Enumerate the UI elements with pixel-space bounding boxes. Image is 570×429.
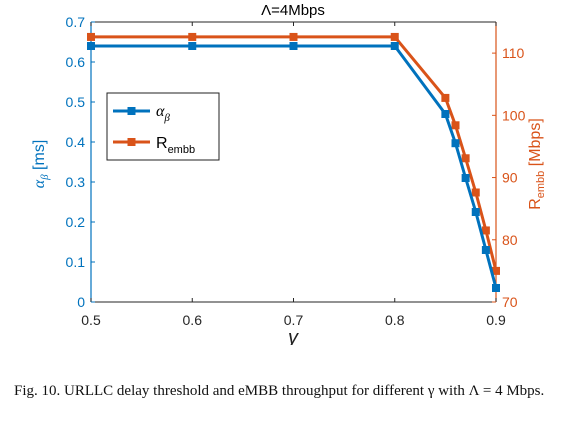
legend: αβ Rembb bbox=[106, 92, 220, 161]
plot-background bbox=[91, 22, 496, 302]
y-right-tick-label: 70 bbox=[502, 294, 518, 310]
series-line-alpha bbox=[91, 44, 498, 289]
plot-area bbox=[91, 22, 496, 302]
data-point-r-embb bbox=[289, 32, 298, 41]
y-left-tick-label: 0.6 bbox=[66, 54, 86, 70]
y-right-tick-label: 80 bbox=[502, 232, 518, 248]
y-left-label-sub: β bbox=[39, 174, 51, 181]
data-point-r-embb bbox=[390, 32, 399, 41]
svg-text:αβ [ms]: αβ [ms] bbox=[31, 140, 51, 189]
x-axis-label: γ bbox=[288, 327, 299, 345]
y-axis-right-label: Rembb [Mbps] bbox=[527, 118, 547, 210]
data-point-alpha bbox=[461, 174, 470, 182]
y-right-tick-label: 90 bbox=[502, 170, 518, 186]
y-right-tick-label: 100 bbox=[502, 107, 526, 123]
svg-text:Rembb [Mbps]: Rembb [Mbps] bbox=[527, 118, 547, 210]
x-tick-label: 0.6 bbox=[183, 312, 203, 328]
y-left-tick-label: 0.5 bbox=[66, 94, 86, 110]
y-axis-left-label: αβ [ms] bbox=[31, 140, 51, 189]
x-tick-label: 0.9 bbox=[486, 312, 506, 328]
data-point-alpha bbox=[188, 42, 197, 50]
y-left-tick-label: 0.1 bbox=[66, 254, 86, 270]
y-left-tick-label: 0.2 bbox=[66, 214, 86, 230]
legend-box bbox=[106, 92, 220, 161]
x-tick-label: 0.7 bbox=[284, 312, 304, 328]
data-point-r-embb bbox=[461, 154, 470, 163]
series-line-r-embb bbox=[91, 35, 498, 272]
y-right-label-sub: embb bbox=[535, 171, 547, 199]
y-right-label-unit: [Mbps] bbox=[527, 118, 544, 166]
y-right-label-main: R bbox=[527, 198, 544, 210]
y-left-label-main: α bbox=[31, 179, 48, 188]
y-right-tick-label: 110 bbox=[502, 45, 525, 61]
figure-caption: Fig. 10. URLLC delay threshold and eMBB … bbox=[14, 383, 545, 399]
data-point-r-embb bbox=[481, 226, 490, 235]
legend-label-r: Rembb bbox=[156, 135, 195, 156]
data-point-alpha bbox=[492, 284, 500, 292]
data-point-r-embb bbox=[451, 121, 460, 130]
data-point-alpha bbox=[451, 139, 460, 148]
y-left-tick-label: 0.7 bbox=[66, 14, 86, 30]
data-point-alpha bbox=[471, 208, 480, 216]
data-point-alpha bbox=[441, 110, 450, 118]
x-tick-label: 0.8 bbox=[385, 312, 405, 328]
y-left-tick-label: 0 bbox=[77, 294, 85, 310]
data-point-alpha bbox=[481, 246, 490, 254]
data-point-r-embb bbox=[441, 93, 450, 102]
y-left-tick-label: 0.3 bbox=[66, 174, 86, 190]
data-point-r-embb bbox=[188, 32, 197, 41]
axes: 0.5 0.6 0.7 0.8 0.9 0 0.1 0.2 0.3 0.4 0.5 0.6 0.7 70 8… bbox=[66, 14, 526, 328]
data-point-alpha bbox=[390, 42, 399, 50]
data-point-alpha bbox=[289, 42, 298, 50]
chart-title: Λ=4Mbps bbox=[261, 2, 325, 19]
data-point-r-embb bbox=[471, 188, 480, 197]
y-left-label-unit: [ms] bbox=[31, 140, 48, 170]
legend-label-alpha: αβ bbox=[156, 103, 170, 124]
legend-marker-alpha bbox=[127, 107, 136, 115]
y-left-tick-label: 0.4 bbox=[66, 134, 86, 150]
series-layer bbox=[87, 32, 500, 292]
data-point-r-embb bbox=[492, 266, 500, 275]
data-point-alpha bbox=[87, 42, 95, 50]
data-point-r-embb bbox=[87, 32, 95, 41]
x-tick-label: 0.5 bbox=[81, 312, 101, 328]
legend-marker-r bbox=[127, 138, 136, 146]
chart: Λ=4Mbps 0.5 0.6 0.7 0.8 0.900.10.20.30.40.50… bbox=[31, 2, 547, 345]
